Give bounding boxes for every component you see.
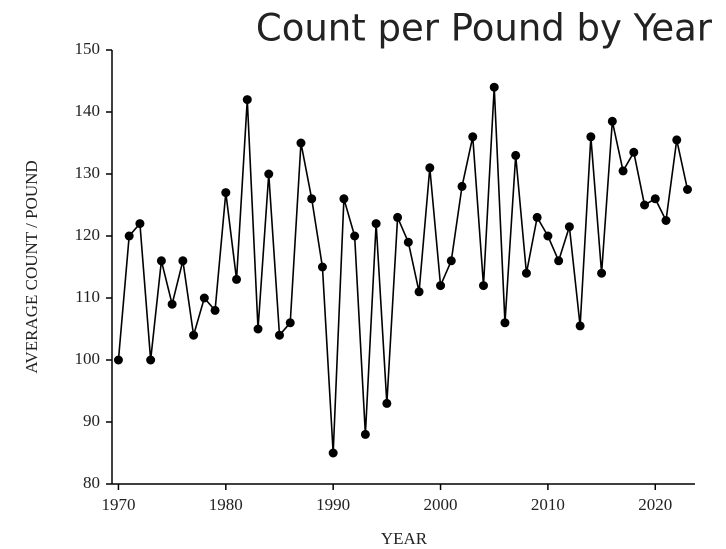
point <box>328 448 338 458</box>
y-tick-label: 90 <box>83 411 100 430</box>
point <box>253 324 263 334</box>
point <box>575 321 585 331</box>
y-tick-label: 110 <box>75 287 100 306</box>
point <box>414 287 424 297</box>
y-tick-label: 150 <box>75 39 101 58</box>
point <box>554 256 564 266</box>
x-tick-label: 2020 <box>638 495 672 514</box>
point <box>457 181 467 191</box>
point <box>296 138 306 148</box>
point <box>156 256 166 266</box>
point <box>436 281 446 291</box>
x-tick-label: 1990 <box>316 495 350 514</box>
point <box>124 231 134 241</box>
point <box>317 262 327 272</box>
point <box>264 169 274 179</box>
y-tick-label: 120 <box>75 225 101 244</box>
point <box>360 429 370 439</box>
point <box>543 231 553 241</box>
point <box>371 219 381 229</box>
y-tick-label: 140 <box>75 101 101 120</box>
point <box>146 355 156 365</box>
point <box>532 212 542 222</box>
point <box>446 256 456 266</box>
point <box>618 166 628 176</box>
chart-title: Count per Pound by Year <box>256 7 713 50</box>
point <box>597 268 607 278</box>
point <box>274 330 284 340</box>
point <box>629 147 639 157</box>
y-axis-label: AVERAGE COUNT / POUND <box>22 160 41 373</box>
y-tick-label: 100 <box>75 349 101 368</box>
point <box>307 194 317 204</box>
point <box>403 237 413 247</box>
point <box>672 135 682 145</box>
point <box>221 188 231 198</box>
point <box>640 200 650 210</box>
point <box>586 132 596 142</box>
point <box>350 231 360 241</box>
point <box>242 95 252 105</box>
point <box>500 318 510 328</box>
point <box>232 274 242 284</box>
point <box>682 185 692 194</box>
point <box>650 194 660 204</box>
point <box>489 82 499 92</box>
point <box>339 194 349 204</box>
point <box>393 212 403 222</box>
point <box>661 216 671 225</box>
point <box>210 305 220 315</box>
point <box>511 150 521 160</box>
point <box>199 293 209 303</box>
point <box>478 281 488 291</box>
y-tick-label: 130 <box>75 163 101 182</box>
point <box>167 299 177 309</box>
x-tick-label: 1970 <box>101 495 135 514</box>
point <box>468 132 478 142</box>
point <box>425 163 435 173</box>
y-tick-label: 80 <box>83 473 100 492</box>
point <box>135 219 145 229</box>
x-tick-label: 2010 <box>531 495 565 514</box>
x-tick-label: 1980 <box>209 495 243 514</box>
point <box>564 222 574 232</box>
point <box>382 398 392 408</box>
point <box>521 268 531 278</box>
point <box>607 116 617 126</box>
point <box>113 355 123 365</box>
point <box>189 330 199 340</box>
x-tick-label: 2000 <box>424 495 458 514</box>
x-axis-label: YEAR <box>381 529 428 548</box>
point <box>178 256 188 266</box>
point <box>285 318 295 328</box>
